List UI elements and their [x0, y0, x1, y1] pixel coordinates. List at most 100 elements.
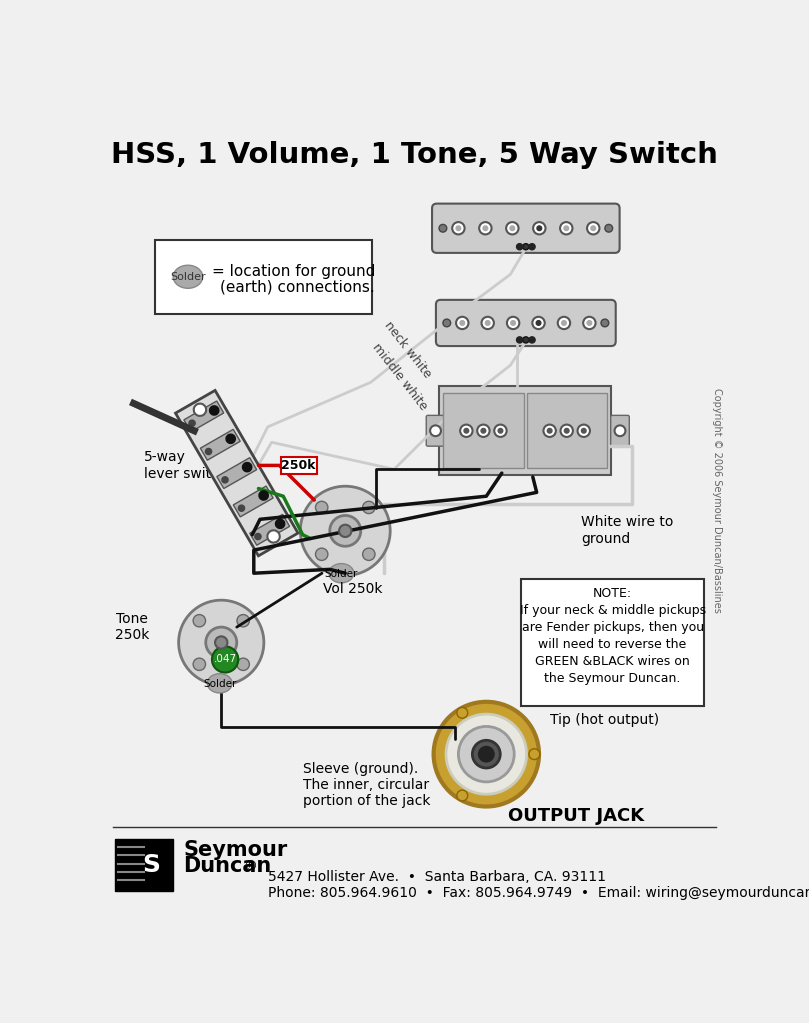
Circle shape [481, 317, 494, 329]
Circle shape [362, 548, 375, 561]
Circle shape [193, 615, 205, 627]
Circle shape [210, 406, 219, 415]
Circle shape [477, 425, 489, 437]
Text: Sleeve (ground).
The inner, circular
portion of the jack: Sleeve (ground). The inner, circular por… [303, 762, 430, 808]
Circle shape [510, 320, 515, 325]
FancyBboxPatch shape [611, 415, 629, 446]
Circle shape [205, 627, 237, 658]
Circle shape [561, 425, 573, 437]
Circle shape [536, 320, 541, 325]
Circle shape [537, 226, 542, 230]
Circle shape [516, 243, 523, 250]
Text: 5-way
lever switch: 5-way lever switch [144, 450, 227, 481]
Text: Seymour: Seymour [184, 841, 287, 860]
Circle shape [259, 491, 269, 500]
Circle shape [548, 429, 552, 433]
FancyBboxPatch shape [521, 579, 704, 707]
Circle shape [523, 337, 529, 343]
Text: Solder: Solder [203, 679, 236, 690]
Text: Solder: Solder [324, 569, 358, 579]
Circle shape [300, 486, 390, 576]
Text: HSS, 1 Volume, 1 Tone, 5 Way Switch: HSS, 1 Volume, 1 Tone, 5 Way Switch [111, 141, 718, 169]
FancyBboxPatch shape [436, 300, 616, 346]
Text: middle white: middle white [370, 341, 430, 413]
Circle shape [565, 429, 569, 433]
Ellipse shape [329, 564, 354, 583]
FancyBboxPatch shape [443, 393, 523, 469]
Circle shape [494, 425, 506, 437]
FancyBboxPatch shape [184, 401, 224, 432]
FancyBboxPatch shape [426, 415, 445, 446]
Circle shape [237, 658, 249, 670]
Circle shape [222, 477, 228, 483]
Circle shape [239, 505, 244, 512]
Text: Vol 250k: Vol 250k [324, 582, 383, 595]
Text: NOTE:
If your neck & middle pickups
are Fender pickups, then you
will need to re: NOTE: If your neck & middle pickups are … [519, 587, 705, 685]
Circle shape [615, 426, 625, 436]
Text: Tip (hot output): Tip (hot output) [550, 712, 659, 726]
FancyBboxPatch shape [527, 393, 607, 469]
Circle shape [529, 749, 540, 759]
Text: Duncan: Duncan [184, 856, 272, 876]
Circle shape [237, 615, 249, 627]
Circle shape [605, 224, 612, 232]
Circle shape [457, 790, 468, 801]
Circle shape [430, 426, 441, 436]
Ellipse shape [207, 674, 232, 693]
Circle shape [485, 320, 490, 325]
Circle shape [529, 243, 535, 250]
Circle shape [464, 429, 468, 433]
Circle shape [179, 601, 264, 684]
FancyBboxPatch shape [217, 457, 256, 489]
Circle shape [564, 226, 569, 230]
Circle shape [479, 747, 494, 762]
Circle shape [255, 533, 261, 539]
Circle shape [532, 317, 544, 329]
Circle shape [560, 222, 573, 234]
Circle shape [189, 420, 195, 427]
Circle shape [456, 226, 460, 230]
Circle shape [472, 741, 500, 768]
FancyBboxPatch shape [176, 391, 298, 555]
Circle shape [439, 224, 447, 232]
FancyBboxPatch shape [233, 486, 273, 517]
FancyBboxPatch shape [155, 239, 372, 314]
Circle shape [533, 222, 545, 234]
Circle shape [446, 714, 527, 794]
FancyBboxPatch shape [281, 457, 316, 474]
Circle shape [443, 319, 451, 326]
Circle shape [582, 429, 586, 433]
Text: 250k: 250k [282, 459, 316, 472]
Text: S: S [142, 853, 160, 877]
Circle shape [523, 243, 529, 250]
Circle shape [212, 647, 239, 672]
Circle shape [516, 337, 523, 343]
Circle shape [578, 425, 590, 437]
Circle shape [243, 462, 252, 472]
Text: = location for ground: = location for ground [212, 264, 375, 279]
Text: Copyright © 2006 Seymour Duncan/Basslines: Copyright © 2006 Seymour Duncan/Bassline… [712, 388, 722, 613]
Bar [115, 839, 173, 891]
Circle shape [481, 429, 485, 433]
Circle shape [583, 317, 595, 329]
Text: White wire to
ground: White wire to ground [581, 516, 674, 545]
FancyBboxPatch shape [432, 204, 620, 253]
Circle shape [544, 425, 556, 437]
Circle shape [587, 222, 599, 234]
Circle shape [506, 222, 519, 234]
Circle shape [587, 320, 591, 325]
Text: (earth) connections.: (earth) connections. [220, 279, 375, 295]
Circle shape [316, 548, 328, 561]
Circle shape [193, 658, 205, 670]
Circle shape [479, 222, 492, 234]
Circle shape [267, 530, 280, 542]
Circle shape [434, 702, 539, 806]
Circle shape [452, 222, 464, 234]
Text: Tone
250k: Tone 250k [115, 612, 150, 642]
Ellipse shape [173, 265, 202, 288]
Circle shape [457, 708, 468, 718]
Circle shape [275, 520, 285, 529]
FancyBboxPatch shape [439, 386, 611, 476]
Circle shape [459, 726, 515, 782]
Circle shape [460, 425, 472, 437]
